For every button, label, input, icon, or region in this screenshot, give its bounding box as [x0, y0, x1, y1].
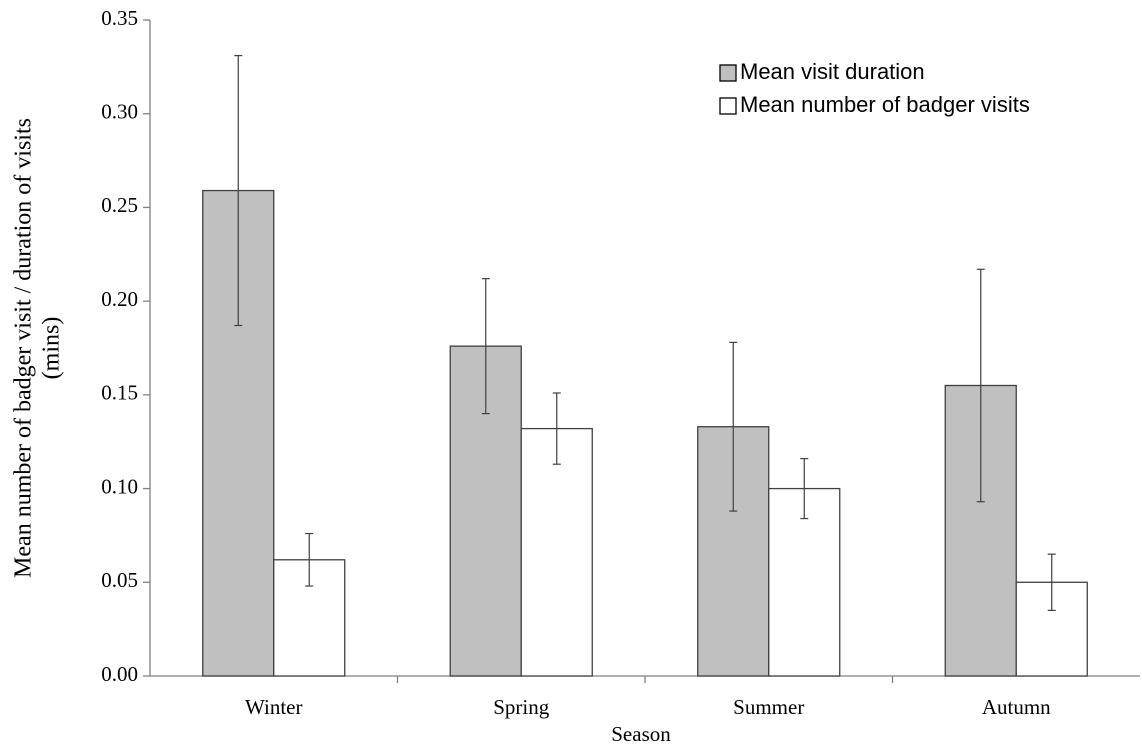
y-tick-label: 0.30: [101, 100, 138, 124]
bar: [768, 487, 841, 677]
error-bar: [305, 532, 314, 587]
bar: [520, 427, 593, 677]
error-bar: [976, 268, 985, 503]
y-tick-label: 0.00: [101, 662, 138, 686]
x-tick-label: Winter: [245, 695, 302, 719]
x-tick-label: Spring: [493, 695, 550, 719]
x-axis-label: Season: [611, 722, 671, 746]
error-bar: [552, 392, 561, 465]
legend-label: Mean visit duration: [740, 59, 925, 84]
legend-swatch: [719, 64, 737, 82]
y-axis-label: (mins): [39, 317, 65, 380]
error-bar: [481, 278, 490, 415]
legend-swatch: [719, 97, 737, 115]
y-tick-label: 0.20: [101, 287, 138, 311]
y-tick-label: 0.15: [101, 381, 138, 405]
error-bar: [729, 341, 738, 512]
y-tick-label: 0.10: [101, 474, 138, 498]
legend-label: Mean number of badger visits: [740, 92, 1030, 117]
x-tick-label: Summer: [733, 695, 804, 719]
error-bar: [800, 457, 809, 520]
x-tick-label: Autumn: [982, 695, 1051, 719]
error-bar: [1047, 553, 1056, 612]
y-tick-label: 0.25: [101, 193, 138, 217]
error-bar: [234, 55, 243, 327]
y-tick-label: 0.05: [101, 568, 138, 592]
y-tick-label: 0.35: [101, 6, 138, 30]
y-axis-label: Mean number of badger visit / duration o…: [11, 118, 37, 578]
